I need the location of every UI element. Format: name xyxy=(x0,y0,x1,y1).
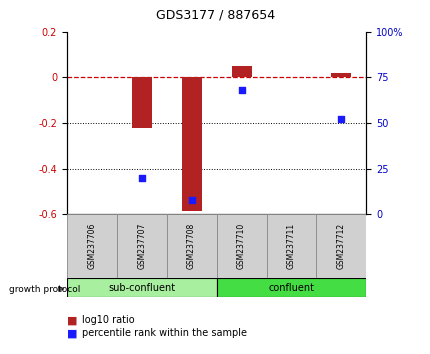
Bar xyxy=(132,78,151,127)
Bar xyxy=(181,78,201,211)
Bar xyxy=(216,278,366,297)
Polygon shape xyxy=(58,286,64,291)
Bar xyxy=(117,214,166,278)
Text: growth protocol: growth protocol xyxy=(9,285,80,294)
Text: confluent: confluent xyxy=(268,282,314,293)
Text: GSM237707: GSM237707 xyxy=(137,223,146,269)
Point xyxy=(188,197,195,202)
Bar xyxy=(331,73,350,78)
Text: GSM237710: GSM237710 xyxy=(237,223,246,269)
Text: percentile rank within the sample: percentile rank within the sample xyxy=(82,329,246,338)
Text: GSM237706: GSM237706 xyxy=(87,223,96,269)
Bar xyxy=(67,214,117,278)
Point xyxy=(337,116,344,122)
Bar xyxy=(316,214,366,278)
Text: log10 ratio: log10 ratio xyxy=(82,315,134,325)
Point xyxy=(138,175,145,181)
Text: GDS3177 / 887654: GDS3177 / 887654 xyxy=(156,9,274,22)
Bar xyxy=(266,214,316,278)
Text: ■: ■ xyxy=(67,329,77,338)
Text: GSM237708: GSM237708 xyxy=(187,223,196,269)
Text: GSM237711: GSM237711 xyxy=(286,223,295,269)
Text: ■: ■ xyxy=(67,315,77,325)
Bar xyxy=(166,214,216,278)
Text: sub-confluent: sub-confluent xyxy=(108,282,175,293)
Bar xyxy=(216,214,266,278)
Bar xyxy=(231,66,251,78)
Point xyxy=(237,87,244,93)
Bar xyxy=(67,278,216,297)
Text: GSM237712: GSM237712 xyxy=(336,223,345,269)
